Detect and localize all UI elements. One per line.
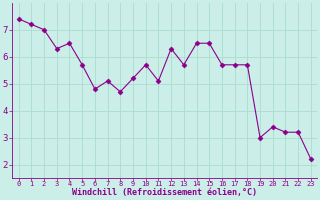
X-axis label: Windchill (Refroidissement éolien,°C): Windchill (Refroidissement éolien,°C): [72, 188, 257, 197]
